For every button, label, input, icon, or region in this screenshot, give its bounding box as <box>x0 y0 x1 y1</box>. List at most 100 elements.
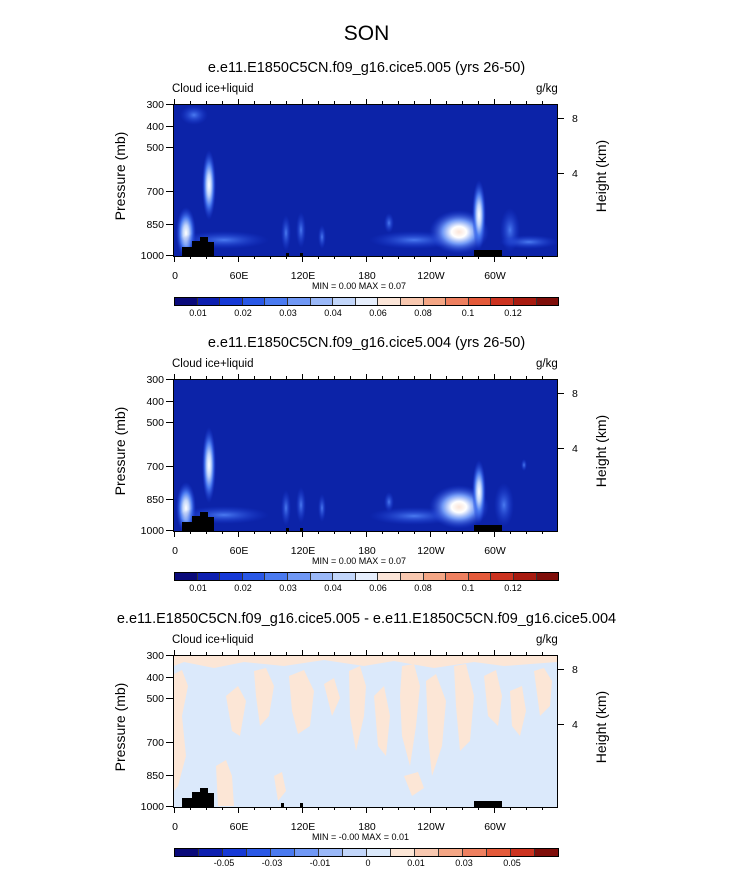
axis-tick <box>462 807 463 810</box>
axis-tick <box>542 256 543 259</box>
axis-tick <box>350 652 351 655</box>
panel-2-variable-label: Cloud ice+liquid <box>172 358 254 370</box>
colorbar-swatch <box>491 298 514 305</box>
axis-tick <box>446 807 447 810</box>
colorbar-swatch <box>513 298 537 305</box>
colorbar-swatch <box>310 573 334 580</box>
axis-tick <box>526 652 527 655</box>
panel-1-title: e.e11.E1850C5CN.f09_g16.cice5.005 (yrs 2… <box>207 60 526 76</box>
axis-tick <box>286 256 287 259</box>
panel-1-ytick: 1000 <box>140 250 164 262</box>
axis-tick <box>270 101 271 104</box>
panel-1-height-tick: 8 <box>572 113 578 125</box>
panel-2-ytick: 700 <box>146 461 164 473</box>
axis-tick <box>494 374 495 379</box>
axis-tick <box>510 256 511 259</box>
axis-tick <box>414 652 415 655</box>
axis-tick <box>166 806 173 807</box>
axis-tick <box>494 99 495 104</box>
colorbar-swatch <box>333 573 356 580</box>
colorbar-swatch <box>247 849 271 856</box>
colorbar-swatch <box>265 298 288 305</box>
axis-tick <box>350 256 351 259</box>
axis-tick <box>366 531 367 537</box>
panel-3-min-max: MIN = -0.00 MAX = 0.01 <box>312 832 410 842</box>
axis-tick <box>206 531 207 534</box>
axis-tick <box>382 101 383 104</box>
panel-2-xtick: 60W <box>484 545 506 557</box>
axis-tick <box>286 807 287 810</box>
panel-1-colorbar-label: 0.06 <box>369 308 387 318</box>
panel-3-xtick: 60W <box>484 821 506 833</box>
axis-tick <box>174 374 175 379</box>
axis-tick <box>318 256 319 259</box>
panel-3-colorbar-label: 0.01 <box>407 858 425 868</box>
axis-tick <box>174 256 175 262</box>
panel-2-ytick: 500 <box>146 417 164 429</box>
axis-tick <box>350 807 351 810</box>
axis-tick <box>462 376 463 379</box>
colorbar-swatch <box>378 573 401 580</box>
panel-2-height-tick: 4 <box>572 443 578 455</box>
colorbar-swatch <box>223 849 247 856</box>
colorbar-swatch <box>265 573 288 580</box>
axis-tick <box>478 531 479 534</box>
panel-3-height-tick: 8 <box>572 664 578 676</box>
axis-tick <box>174 650 175 655</box>
colorbar-swatch <box>487 849 511 856</box>
panel-3-xtick: 180 <box>358 821 376 833</box>
axis-tick <box>166 530 173 531</box>
axis-tick <box>446 256 447 259</box>
panel-2-colorbar-label: 0.12 <box>504 583 522 593</box>
panel-2-ytick: 400 <box>146 396 164 408</box>
axis-tick <box>494 807 495 813</box>
axis-tick <box>430 256 431 262</box>
axis-tick <box>254 652 255 655</box>
panel-3-plot-area <box>173 655 558 808</box>
colorbar-swatch <box>287 573 311 580</box>
axis-tick <box>478 101 479 104</box>
panel-1-ytick: 500 <box>146 142 164 154</box>
colorbar-swatch <box>333 298 356 305</box>
axis-tick <box>222 531 223 534</box>
axis-tick <box>302 374 303 379</box>
axis-tick <box>166 655 173 656</box>
panel-1-colorbar-label: 0.12 <box>504 308 522 318</box>
axis-tick <box>366 807 367 813</box>
axis-tick <box>430 650 431 655</box>
colorbar-swatch <box>446 298 469 305</box>
axis-tick <box>206 256 207 259</box>
colorbar-swatch <box>220 573 243 580</box>
panel-3-colorbar-label: 0.03 <box>455 858 473 868</box>
axis-tick <box>430 99 431 104</box>
axis-tick <box>446 652 447 655</box>
panel-3-colorbar-label: -0.03 <box>261 858 283 868</box>
axis-tick <box>190 531 191 534</box>
panel-2-ytick: 1000 <box>140 525 164 537</box>
axis-tick <box>494 531 495 537</box>
axis-tick <box>510 101 511 104</box>
axis-tick <box>238 99 239 104</box>
panel-2-colorbar-label: 0.08 <box>414 583 432 593</box>
panel-3-xtick: 120W <box>417 821 445 833</box>
panel-3-xtick: 120E <box>290 821 316 833</box>
axis-tick <box>166 255 173 256</box>
panel-2-ytick: 300 <box>146 374 164 386</box>
colorbar-swatch <box>536 298 559 305</box>
axis-tick <box>270 376 271 379</box>
axis-tick <box>238 256 239 262</box>
axis-tick <box>206 101 207 104</box>
axis-tick <box>462 256 463 259</box>
colorbar-swatch <box>271 849 295 856</box>
colorbar-swatch <box>175 298 198 305</box>
panel-3-colorbar-label: 0.05 <box>503 858 521 868</box>
axis-tick <box>542 531 543 534</box>
panel-2-height-tick: 8 <box>572 388 578 400</box>
colorbar-swatch <box>468 298 492 305</box>
panel-1-contour-field <box>176 105 557 256</box>
axis-tick <box>302 807 303 813</box>
panel-3-height-tick: 4 <box>572 719 578 731</box>
axis-tick <box>446 101 447 104</box>
axis-tick <box>366 256 367 262</box>
panel-1-plot-area <box>173 104 558 257</box>
